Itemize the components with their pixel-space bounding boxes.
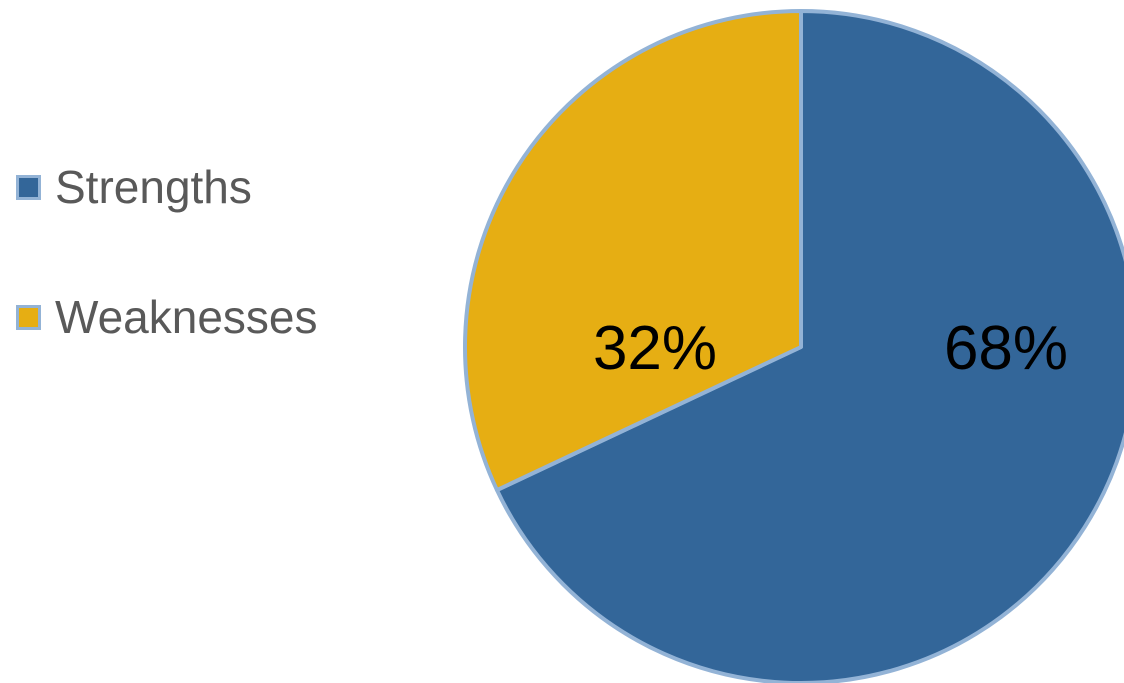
legend-item-weaknesses: Weaknesses [16, 288, 318, 346]
legend-swatch-strengths [16, 174, 41, 200]
pie-slice-label-weaknesses: 32% [593, 314, 717, 383]
legend-swatch-weaknesses [16, 304, 41, 330]
pie-slice-label-strengths: 68% [944, 314, 1068, 383]
legend: Strengths Weaknesses [16, 158, 318, 346]
pie-slice-weaknesses [463, 9, 803, 493]
pie-slice-strengths [494, 9, 1124, 683]
pie-slices [463, 9, 1124, 683]
legend-item-strengths: Strengths [16, 158, 318, 216]
legend-label-strengths: Strengths [55, 161, 252, 213]
legend-label-weaknesses: Weaknesses [55, 291, 318, 343]
pie-slice-labels: 68% 32% [593, 314, 1068, 383]
